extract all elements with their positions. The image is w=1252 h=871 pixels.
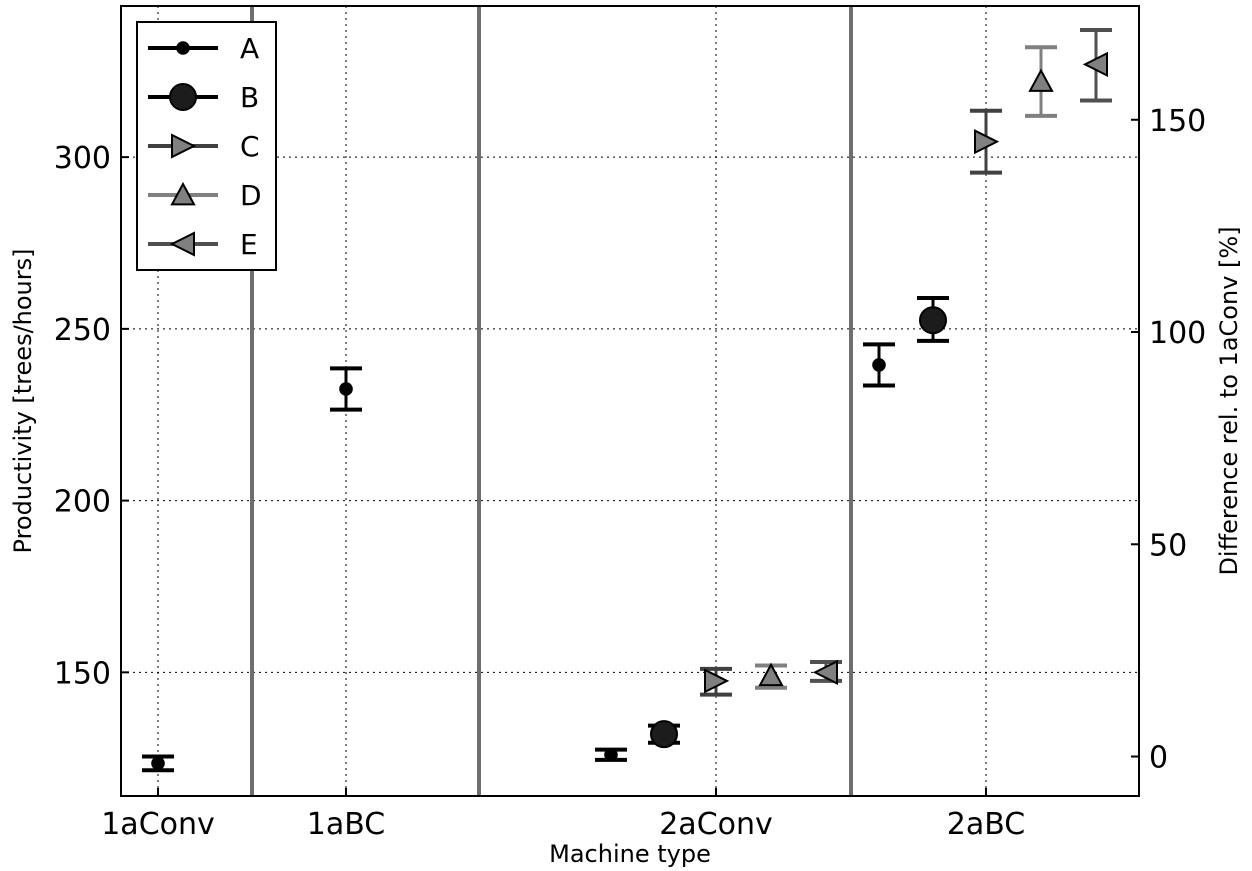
legend-item: C: [148, 130, 260, 163]
legend-marker: [169, 231, 195, 257]
y-right-tick-label: 150: [1149, 104, 1206, 139]
legend-label: E: [240, 228, 258, 261]
y-left-tick-label: 200: [54, 485, 111, 520]
legend-marker: [171, 133, 197, 159]
plot-frame: [120, 5, 1140, 797]
y-right-tick-label: 100: [1149, 316, 1206, 351]
x-tick-label: 1aBC: [307, 807, 385, 842]
y-axis-right-title: Difference rel. to 1aConv [%]: [1215, 226, 1243, 575]
category-separators: [250, 6, 853, 796]
data-point: [704, 668, 730, 694]
series-E: [810, 28, 1112, 685]
data-point: [151, 756, 165, 771]
data-point: [919, 306, 947, 335]
ticks: 150 200 250 300 0 50 100 150 1aConv 1aBC 2aConv 2aB…: [54, 104, 1207, 842]
legend-item: B: [148, 81, 259, 114]
data-point: [1028, 68, 1054, 92]
legend-item: E: [148, 228, 258, 261]
legend-label: C: [240, 130, 260, 163]
grid: [121, 6, 1139, 796]
x-tick-label: 1aConv: [101, 807, 215, 842]
legend-label: B: [240, 81, 259, 114]
data-point: [872, 358, 886, 372]
series-A: [142, 342, 895, 773]
data-point: [974, 129, 1000, 155]
series-C: [700, 108, 1002, 697]
y-right-tick-label: 50: [1149, 528, 1187, 563]
series-B: [648, 295, 949, 749]
y-right-tick-label: 0: [1149, 741, 1168, 776]
legend-item: A: [148, 32, 259, 65]
legend-item: D: [148, 179, 262, 212]
x-axis-title: Machine type: [549, 840, 711, 868]
legend-label: A: [240, 32, 259, 65]
series: [142, 28, 1112, 773]
y-left-tick-label: 250: [54, 313, 111, 348]
y-left-tick-label: 300: [54, 141, 111, 176]
legend-marker: [169, 83, 197, 111]
x-tick-label: 2aBC: [947, 807, 1025, 842]
data-point: [604, 747, 618, 762]
legend-marker: [176, 41, 190, 55]
legend-label: D: [240, 179, 262, 212]
data-point: [758, 662, 784, 687]
x-tick-label: 2aConv: [659, 807, 773, 842]
data-point: [812, 659, 838, 685]
legend-marker: [170, 181, 196, 206]
data-point: [650, 720, 678, 749]
series-D: [755, 45, 1057, 690]
y-axis-left-title: Productivity [trees/hours]: [9, 249, 37, 554]
y-left-tick-label: 150: [54, 656, 111, 691]
data-point: [339, 382, 353, 396]
data-point: [1082, 51, 1108, 78]
